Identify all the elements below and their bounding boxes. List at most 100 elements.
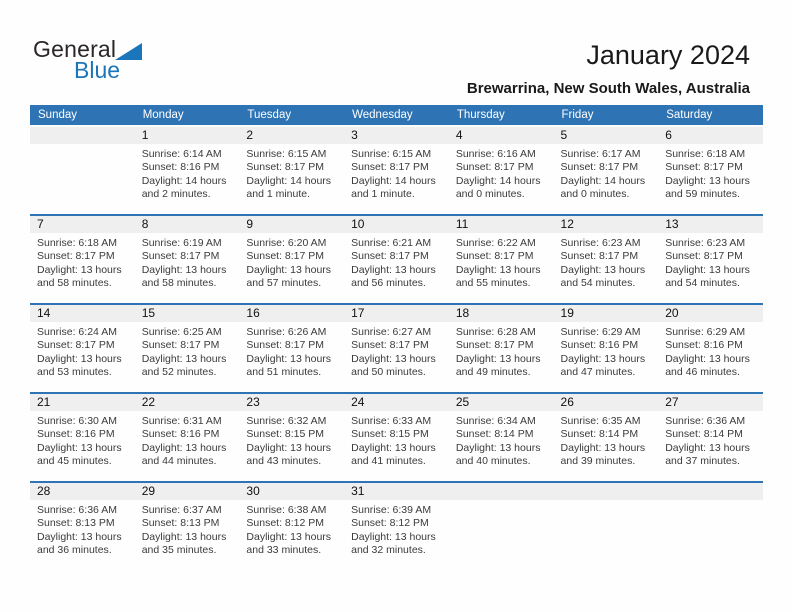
weekday-header-monday: Monday [134, 105, 240, 125]
title-block: January 2024 Brewarrina, New South Wales… [467, 40, 750, 97]
day-sun-info: Sunrise: 6:34 AM Sunset: 8:14 PM Daylight:… [455, 415, 541, 468]
day-number: 28 [30, 483, 135, 500]
empty-day-cell [448, 481, 554, 570]
week-row-5: 28 Sunrise: 6:36 AM Sunset: 8:13 PM Dayligh… [30, 481, 763, 570]
day-number: 3 [344, 127, 449, 144]
logo-triangle-icon [115, 43, 143, 60]
day-number: 29 [134, 483, 240, 500]
day-cell-19: 19 Sunrise: 6:29 AM Sunset: 8:16 PM Dayligh… [553, 303, 659, 392]
day-number: 20 [658, 305, 763, 322]
logo-text-blue: Blue [74, 57, 121, 83]
day-cell-4: 4 Sunrise: 6:16 AM Sunset: 8:17 PM Daylight… [448, 125, 554, 214]
day-sun-info: Sunrise: 6:20 AM Sunset: 8:17 PM Daylight:… [246, 237, 332, 290]
day-cell-12: 12 Sunrise: 6:23 AM Sunset: 8:17 PM Dayligh… [553, 214, 659, 303]
day-cell-13: 13 Sunrise: 6:23 AM Sunset: 8:17 PM Dayligh… [658, 214, 763, 303]
day-number: 18 [448, 305, 554, 322]
day-sun-info: Sunrise: 6:29 AM Sunset: 8:16 PM Daylight:… [560, 326, 646, 379]
day-number: 31 [344, 483, 449, 500]
day-cell-30: 30 Sunrise: 6:38 AM Sunset: 8:12 PM Dayligh… [239, 481, 345, 570]
day-cell-9: 9 Sunrise: 6:20 AM Sunset: 8:17 PM Daylight… [239, 214, 345, 303]
day-number: 13 [658, 216, 763, 233]
day-number: 21 [30, 394, 135, 411]
day-sun-info: Sunrise: 6:16 AM Sunset: 8:17 PM Daylight:… [455, 148, 541, 201]
day-sun-info: Sunrise: 6:15 AM Sunset: 8:17 PM Daylight:… [246, 148, 332, 201]
day-cell-20: 20 Sunrise: 6:29 AM Sunset: 8:16 PM Dayligh… [658, 303, 763, 392]
day-cell-15: 15 Sunrise: 6:25 AM Sunset: 8:17 PM Dayligh… [134, 303, 240, 392]
day-cell-25: 25 Sunrise: 6:34 AM Sunset: 8:14 PM Dayligh… [448, 392, 554, 481]
day-cell-10: 10 Sunrise: 6:21 AM Sunset: 8:17 PM Dayligh… [344, 214, 449, 303]
day-number: 6 [658, 127, 763, 144]
day-number: 14 [30, 305, 135, 322]
day-sun-info: Sunrise: 6:24 AM Sunset: 8:17 PM Daylight:… [37, 326, 122, 379]
day-sun-info: Sunrise: 6:28 AM Sunset: 8:17 PM Daylight:… [455, 326, 541, 379]
day-sun-info: Sunrise: 6:29 AM Sunset: 8:16 PM Daylight:… [665, 326, 750, 379]
day-number: 19 [553, 305, 659, 322]
day-cell-22: 22 Sunrise: 6:31 AM Sunset: 8:16 PM Dayligh… [134, 392, 240, 481]
day-number: 2 [239, 127, 345, 144]
day-number: 22 [134, 394, 240, 411]
day-number: 8 [134, 216, 240, 233]
day-sun-info: Sunrise: 6:26 AM Sunset: 8:17 PM Daylight:… [246, 326, 332, 379]
day-sun-info: Sunrise: 6:31 AM Sunset: 8:16 PM Daylight:… [141, 415, 227, 468]
page-title: January 2024 [586, 40, 750, 70]
day-sun-info: Sunrise: 6:23 AM Sunset: 8:17 PM Daylight:… [560, 237, 646, 290]
day-number: 1 [134, 127, 240, 144]
day-number: 17 [344, 305, 449, 322]
day-cell-5: 5 Sunrise: 6:17 AM Sunset: 8:17 PM Daylight… [553, 125, 659, 214]
page-subtitle: Brewarrina, New South Wales, Australia [466, 80, 750, 98]
day-cell-7: 7 Sunrise: 6:18 AM Sunset: 8:17 PM Daylight… [30, 214, 135, 303]
day-number: 12 [553, 216, 659, 233]
day-number: 4 [448, 127, 554, 144]
day-number-empty [448, 483, 554, 500]
day-cell-24: 24 Sunrise: 6:33 AM Sunset: 8:15 PM Dayligh… [344, 392, 449, 481]
day-cell-21: 21 Sunrise: 6:30 AM Sunset: 8:16 PM Dayligh… [30, 392, 135, 481]
week-row-2: 7 Sunrise: 6:18 AM Sunset: 8:17 PM Daylight… [30, 214, 763, 303]
day-cell-18: 18 Sunrise: 6:28 AM Sunset: 8:17 PM Dayligh… [448, 303, 554, 392]
day-number: 27 [658, 394, 763, 411]
day-number: 10 [344, 216, 449, 233]
weekday-header-tuesday: Tuesday [239, 105, 345, 125]
day-sun-info: Sunrise: 6:30 AM Sunset: 8:16 PM Daylight:… [37, 415, 122, 468]
weekday-header-sunday: Sunday [30, 105, 135, 125]
day-cell-6: 6 Sunrise: 6:18 AM Sunset: 8:17 PM Daylight… [658, 125, 763, 214]
week-row-4: 21 Sunrise: 6:30 AM Sunset: 8:16 PM Dayligh… [30, 392, 763, 481]
day-cell-28: 28 Sunrise: 6:36 AM Sunset: 8:13 PM Dayligh… [30, 481, 135, 570]
calendar-table: Sunday Monday Tuesday Wednesday Thursday Frid… [30, 105, 763, 570]
day-number-empty [30, 127, 135, 144]
day-sun-info: Sunrise: 6:36 AM Sunset: 8:14 PM Daylight:… [665, 415, 750, 468]
day-sun-info: Sunrise: 6:27 AM Sunset: 8:17 PM Daylight:… [351, 326, 436, 379]
day-number: 25 [448, 394, 554, 411]
logo-text-general: General [33, 36, 117, 62]
day-sun-info: Sunrise: 6:15 AM Sunset: 8:17 PM Daylight:… [351, 148, 436, 201]
day-sun-info: Sunrise: 6:23 AM Sunset: 8:17 PM Daylight:… [665, 237, 750, 290]
empty-day-cell [553, 481, 659, 570]
day-number: 24 [344, 394, 449, 411]
day-sun-info: Sunrise: 6:35 AM Sunset: 8:14 PM Daylight:… [560, 415, 646, 468]
day-number-empty [553, 483, 659, 500]
day-cell-1: 1 Sunrise: 6:14 AM Sunset: 8:16 PM Daylight… [134, 125, 240, 214]
day-cell-29: 29 Sunrise: 6:37 AM Sunset: 8:13 PM Dayligh… [134, 481, 240, 570]
week-row-1: 1 Sunrise: 6:14 AM Sunset: 8:16 PM Daylight… [30, 125, 763, 214]
day-number: 7 [30, 216, 135, 233]
day-number: 26 [553, 394, 659, 411]
day-number: 16 [239, 305, 345, 322]
day-cell-26: 26 Sunrise: 6:35 AM Sunset: 8:14 PM Dayligh… [553, 392, 659, 481]
general-blue-logo: General Blue [33, 38, 153, 81]
empty-day-cell [30, 125, 135, 214]
weekday-header-row: Sunday Monday Tuesday Wednesday Thursday Frid… [30, 105, 763, 125]
day-cell-17: 17 Sunrise: 6:27 AM Sunset: 8:17 PM Dayligh… [344, 303, 449, 392]
day-cell-2: 2 Sunrise: 6:15 AM Sunset: 8:17 PM Daylight… [239, 125, 345, 214]
day-number: 5 [553, 127, 659, 144]
weekday-header-thursday: Thursday [448, 105, 554, 125]
day-sun-info: Sunrise: 6:33 AM Sunset: 8:15 PM Daylight:… [351, 415, 436, 468]
day-number: 23 [239, 394, 345, 411]
day-sun-info: Sunrise: 6:38 AM Sunset: 8:12 PM Daylight:… [246, 504, 332, 557]
day-sun-info: Sunrise: 6:18 AM Sunset: 8:17 PM Daylight:… [37, 237, 122, 290]
day-cell-14: 14 Sunrise: 6:24 AM Sunset: 8:17 PM Dayligh… [30, 303, 135, 392]
day-sun-info: Sunrise: 6:25 AM Sunset: 8:17 PM Daylight:… [141, 326, 227, 379]
day-cell-3: 3 Sunrise: 6:15 AM Sunset: 8:17 PM Daylight… [344, 125, 449, 214]
weekday-header-saturday: Saturday [658, 105, 763, 125]
day-cell-8: 8 Sunrise: 6:19 AM Sunset: 8:17 PM Daylight… [134, 214, 240, 303]
day-sun-info: Sunrise: 6:14 AM Sunset: 8:16 PM Daylight:… [141, 148, 227, 201]
